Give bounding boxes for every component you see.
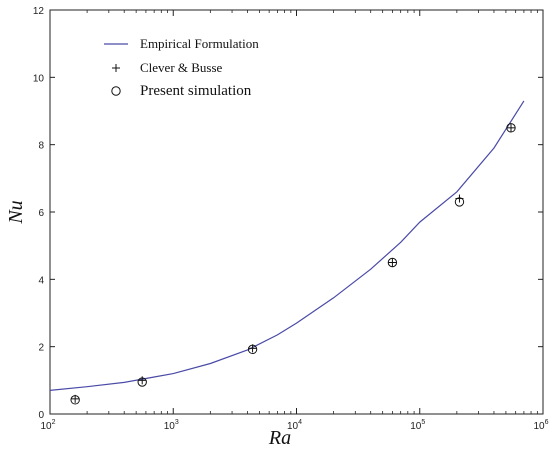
y-tick-label: 8 [38,141,44,152]
x-axis-ticks: 102 103 104 105 106 [40,10,549,432]
legend: Empirical Formulation Clever & Busse Prese… [104,36,259,99]
y-axis-ticks: 0 2 4 6 8 10 12 [33,6,543,421]
clever-busse-point [71,394,80,403]
clever-busse-point [506,123,515,132]
y-axis-label: Nu [5,200,27,224]
y-tick-label: 10 [33,73,45,84]
x-tick-label: 105 [410,419,425,432]
y-tick-label: 2 [38,343,44,354]
clever-busse-point [388,258,397,267]
plot-frame [49,9,544,415]
x-tick-label: 103 [164,419,179,432]
x-tick-label: 106 [533,419,548,432]
legend-entry-label: Present simulation [140,83,252,99]
legend-entry-label: Empirical Formulation [140,36,259,51]
y-tick-label: 6 [38,208,44,219]
present-simulation-point [247,344,258,355]
legend-circle-swatch [111,86,121,96]
y-tick-label: 0 [38,410,44,421]
present-simulation-point [387,257,398,268]
present-simulation-point [506,123,516,133]
legend-plus-swatch [112,64,120,72]
legend-entry-label: Clever & Busse [140,60,223,75]
empirical-formulation-line [49,100,525,391]
y-tick-label: 12 [33,6,45,17]
y-tick-label: 4 [38,275,44,286]
series-layer [49,100,525,405]
clever-busse-point [248,344,257,353]
present-simulation-point [137,377,147,387]
present-simulation-point [70,395,80,405]
x-tick-label: 102 [40,419,55,432]
x-axis-label: Ra [268,427,291,449]
present-simulation-point [454,197,465,207]
